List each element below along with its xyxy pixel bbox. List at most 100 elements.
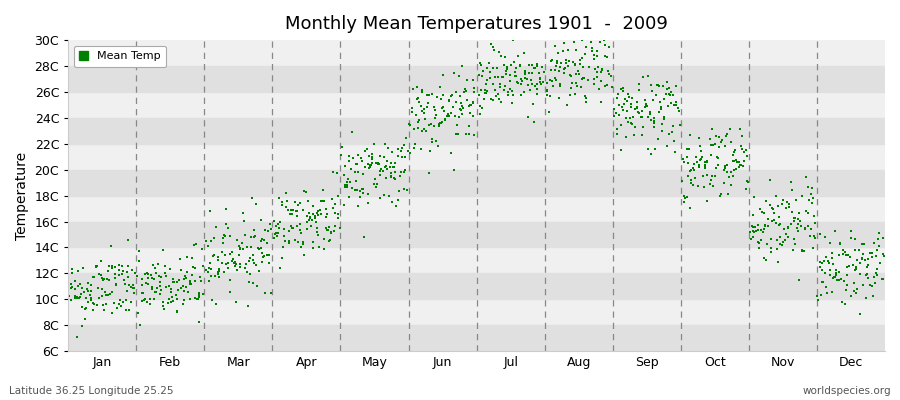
Point	[159, 273, 174, 279]
Point	[344, 166, 358, 172]
Point	[332, 224, 347, 231]
Point	[319, 214, 333, 220]
Point	[653, 99, 668, 105]
Point	[472, 110, 487, 117]
Point	[428, 138, 443, 145]
Point	[732, 164, 746, 170]
Point	[719, 131, 733, 138]
Point	[345, 129, 359, 135]
Point	[362, 165, 376, 172]
Point	[467, 131, 482, 138]
Point	[121, 237, 135, 244]
Title: Monthly Mean Temperatures 1901  -  2009: Monthly Mean Temperatures 1901 - 2009	[285, 15, 668, 33]
Point	[217, 269, 231, 276]
Point	[527, 65, 542, 72]
Point	[478, 87, 492, 94]
Point	[445, 150, 459, 156]
Point	[704, 177, 718, 184]
Point	[438, 116, 453, 122]
Point	[815, 267, 830, 273]
Point	[184, 281, 199, 287]
Point	[850, 257, 865, 263]
Point	[244, 234, 258, 240]
Point	[758, 222, 772, 229]
Point	[855, 240, 869, 247]
Point	[393, 147, 408, 154]
Point	[835, 250, 850, 257]
Point	[693, 148, 707, 154]
Point	[543, 93, 557, 99]
Point	[544, 67, 559, 73]
Point	[766, 206, 780, 212]
Point	[228, 258, 242, 265]
Point	[773, 234, 788, 240]
Point	[529, 86, 544, 92]
Point	[201, 243, 215, 250]
Point	[156, 246, 170, 253]
Point	[161, 282, 176, 289]
Point	[427, 123, 441, 129]
Point	[863, 282, 878, 288]
Point	[367, 180, 382, 187]
Point	[852, 260, 867, 266]
Point	[95, 292, 110, 299]
Point	[832, 241, 847, 248]
Point	[675, 178, 689, 184]
Point	[848, 236, 862, 242]
Point	[870, 272, 885, 278]
Point	[165, 294, 179, 300]
Point	[190, 295, 204, 302]
Point	[720, 162, 734, 168]
Point	[270, 232, 284, 239]
Point	[274, 199, 289, 205]
Point	[637, 104, 652, 110]
Point	[419, 104, 434, 110]
Point	[383, 160, 398, 166]
Point	[243, 271, 257, 278]
Point	[681, 146, 696, 152]
Point	[464, 102, 478, 108]
Point	[728, 157, 742, 163]
Point	[302, 210, 316, 216]
Point	[367, 175, 382, 182]
Point	[818, 234, 832, 240]
Point	[865, 250, 879, 256]
Point	[134, 276, 148, 282]
Point	[727, 149, 742, 155]
Point	[649, 82, 663, 88]
Point	[491, 91, 505, 97]
Point	[355, 158, 369, 164]
Point	[860, 271, 874, 278]
Point	[75, 322, 89, 329]
Point	[166, 298, 180, 304]
Point	[356, 186, 371, 192]
Point	[700, 171, 715, 178]
Point	[134, 298, 148, 304]
Point	[823, 266, 837, 273]
Point	[833, 276, 848, 282]
Point	[769, 220, 783, 226]
Point	[436, 104, 451, 110]
Point	[588, 66, 602, 72]
Point	[131, 309, 146, 316]
Point	[580, 77, 595, 83]
Point	[556, 70, 571, 77]
Point	[223, 289, 238, 295]
Point	[795, 248, 809, 254]
Point	[707, 140, 722, 147]
Point	[221, 265, 236, 271]
Point	[296, 207, 310, 213]
Point	[526, 65, 541, 72]
Text: Latitude 36.25 Longitude 25.25: Latitude 36.25 Longitude 25.25	[9, 386, 174, 396]
Point	[754, 209, 769, 215]
Point	[242, 255, 256, 262]
Point	[745, 224, 760, 230]
Point	[523, 87, 537, 94]
Point	[177, 297, 192, 303]
Point	[698, 159, 712, 166]
Point	[306, 245, 320, 251]
Point	[666, 123, 680, 130]
Point	[174, 285, 188, 292]
Point	[262, 260, 276, 266]
Point	[142, 301, 157, 307]
